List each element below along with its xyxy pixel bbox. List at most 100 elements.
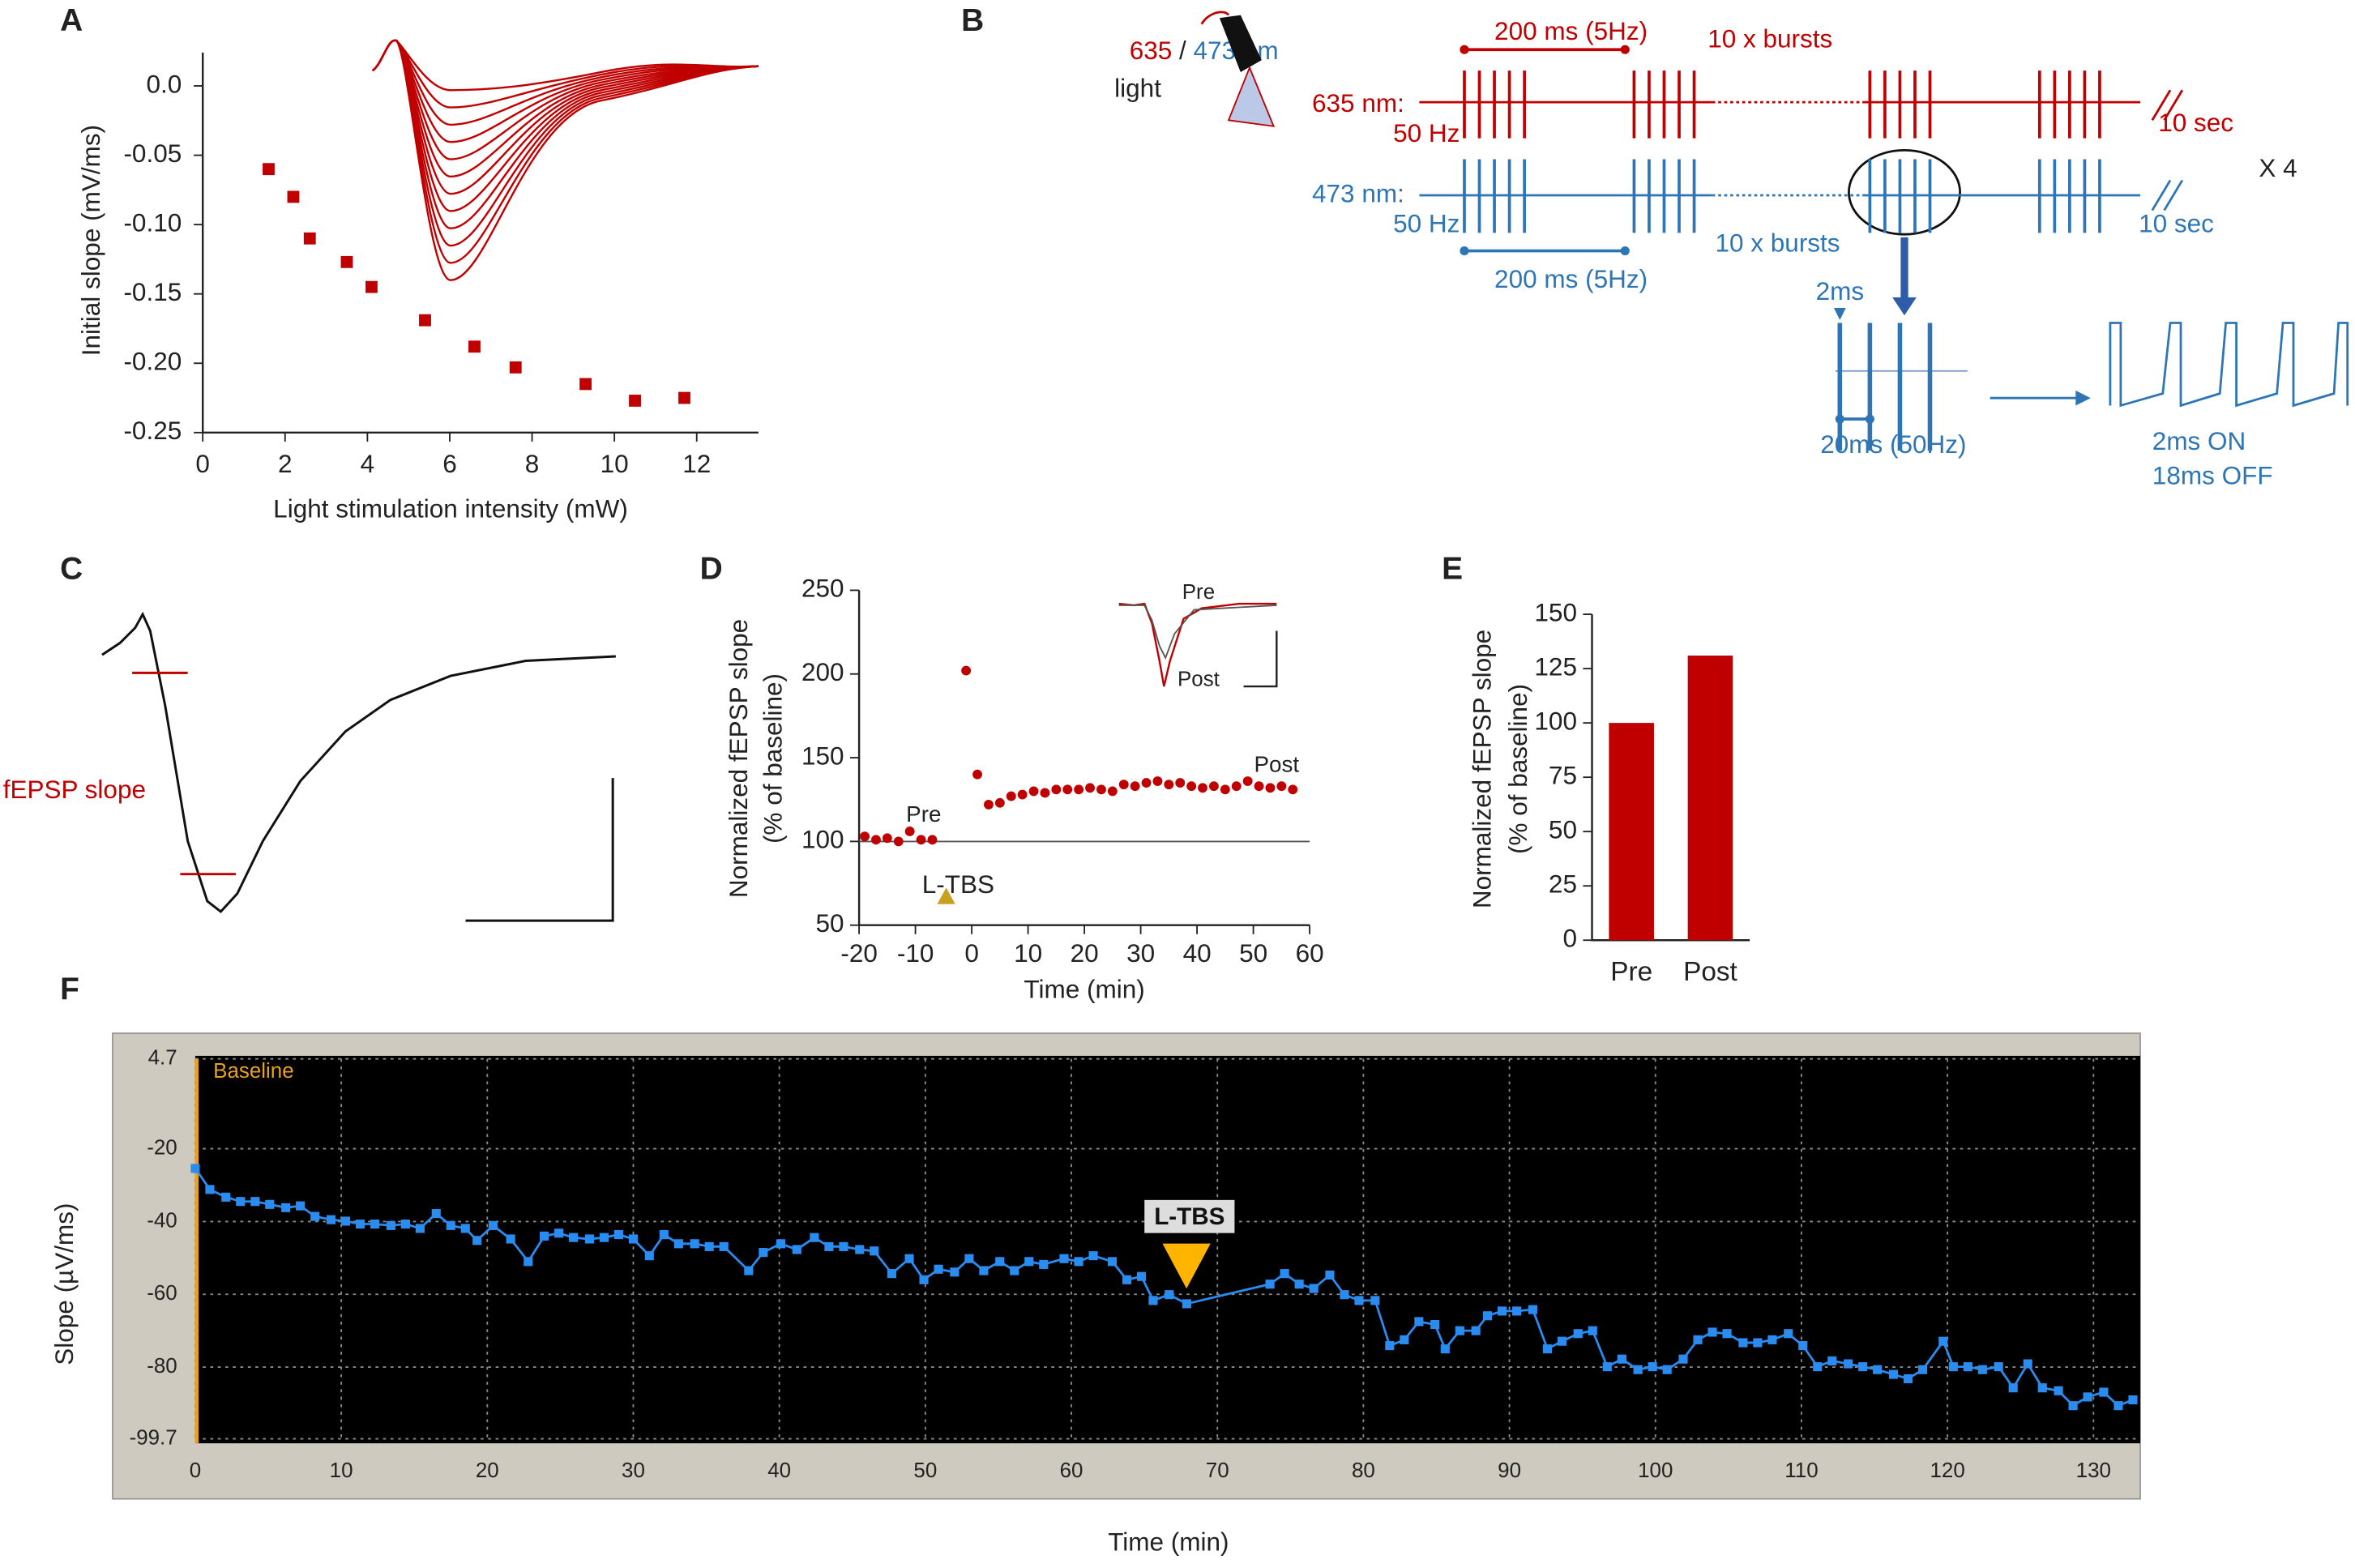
point xyxy=(613,1230,624,1240)
x-tick-label: 50 xyxy=(1239,938,1267,968)
point xyxy=(386,1220,395,1230)
point xyxy=(972,769,982,780)
freq-label: 50 Hz xyxy=(1393,118,1460,147)
point xyxy=(1813,1362,1823,1372)
point xyxy=(1858,1362,1868,1372)
inset-trace xyxy=(371,39,759,281)
point xyxy=(1288,784,1298,795)
y-tick-label: -0.20 xyxy=(123,347,182,376)
x-tick-label: 10 xyxy=(601,449,629,478)
point xyxy=(964,1254,974,1263)
point xyxy=(792,1245,801,1254)
x-tick-label: 40 xyxy=(767,1459,791,1482)
bar xyxy=(1687,656,1733,941)
point xyxy=(1088,1251,1098,1261)
bracket-end xyxy=(1865,414,1874,424)
point xyxy=(887,1269,896,1279)
point xyxy=(221,1192,231,1202)
point xyxy=(1024,1257,1034,1267)
point xyxy=(1662,1365,1672,1374)
point xyxy=(509,361,522,374)
annotation: L-TBS xyxy=(1154,1203,1225,1230)
point xyxy=(1994,1362,2003,1372)
point xyxy=(1400,1335,1409,1344)
x-tick-label: 10 xyxy=(330,1459,353,1482)
point xyxy=(759,1248,768,1258)
width-pointer xyxy=(1833,307,1846,320)
bracket-end xyxy=(1620,45,1630,54)
y-tick-label: 250 xyxy=(801,574,844,603)
panel-d: D 50 100 150 200 250 -20 -10 0 10 20 30 40 50 60 Time (… xyxy=(700,552,1324,1004)
point xyxy=(776,1239,786,1249)
interval-label: 20ms (50Hz) xyxy=(1820,429,1966,459)
point xyxy=(2099,1387,2109,1397)
fiber xyxy=(1200,11,1230,25)
y-axis-label: (% of baseline) xyxy=(1503,684,1532,854)
y-tick-label: -40 xyxy=(147,1209,177,1232)
point xyxy=(839,1241,848,1251)
x-axis-label: Time (min) xyxy=(1024,975,1144,1004)
y-tick-label: 100 xyxy=(801,825,844,854)
point xyxy=(673,1239,683,1249)
point xyxy=(2128,1395,2138,1405)
trace xyxy=(101,611,616,914)
x-axis-label: Time (min) xyxy=(1108,1527,1229,1557)
x-tick-label: 80 xyxy=(1352,1459,1375,1482)
point xyxy=(1164,780,1174,790)
point xyxy=(1471,1326,1481,1335)
point xyxy=(644,1251,654,1261)
y-tick-label: -80 xyxy=(147,1355,177,1378)
point xyxy=(1722,1329,1732,1339)
off-label: 18ms OFF xyxy=(2152,461,2273,490)
y-tick-label: 150 xyxy=(801,741,844,770)
y-tick-label: -0.15 xyxy=(123,277,182,306)
point xyxy=(1963,1362,1972,1372)
panel-label: D xyxy=(700,552,723,587)
panel-label: E xyxy=(1442,552,1463,587)
point xyxy=(1542,1344,1552,1354)
x-tick-label: 6 xyxy=(442,449,457,478)
point xyxy=(2114,1401,2123,1411)
stim-marker xyxy=(937,887,955,904)
x-tick-label: 12 xyxy=(682,449,711,478)
annotation: Pre xyxy=(1182,581,1215,604)
panel-label: C xyxy=(60,552,83,587)
point xyxy=(431,1208,441,1219)
point xyxy=(1888,1369,1899,1379)
stim-marker xyxy=(1162,1243,1211,1289)
slash: / xyxy=(1172,36,1193,65)
point xyxy=(882,833,892,844)
point xyxy=(1175,778,1186,788)
point xyxy=(340,1216,351,1226)
y-tick-label: -99.7 xyxy=(130,1426,177,1449)
point xyxy=(1010,1266,1019,1275)
point xyxy=(599,1233,609,1242)
x-tick-label: 100 xyxy=(1638,1459,1673,1482)
point xyxy=(1617,1354,1626,1364)
period-label: 200 ms (5Hz) xyxy=(1494,264,1648,293)
channel-label: 473 nm: xyxy=(1312,178,1404,207)
panel-label: A xyxy=(60,3,83,38)
y-axis-label: Slope (µV/ms) xyxy=(49,1203,79,1365)
point xyxy=(1354,1296,1364,1305)
point xyxy=(810,1233,819,1242)
point xyxy=(468,340,481,353)
point xyxy=(1917,1365,1928,1374)
point xyxy=(1827,1356,1837,1365)
point xyxy=(1707,1327,1717,1337)
point xyxy=(916,835,926,845)
line xyxy=(194,1167,2134,1408)
point xyxy=(554,1228,564,1238)
bar xyxy=(1609,723,1654,941)
y-tick-label: -60 xyxy=(147,1282,177,1305)
point xyxy=(1678,1354,1688,1364)
panel-f: F 4.7 -20 -40 -60 -80 -99.7 0 10 20 30 40 50 60 70 80 90… xyxy=(49,972,2141,1557)
point xyxy=(540,1231,549,1241)
pulse-width-label: 2ms xyxy=(1816,276,1865,305)
point xyxy=(871,835,881,845)
annotation: Post xyxy=(1254,752,1300,777)
point xyxy=(1340,1290,1349,1300)
point xyxy=(1753,1338,1763,1348)
point xyxy=(263,163,275,176)
point xyxy=(1136,1271,1147,1281)
